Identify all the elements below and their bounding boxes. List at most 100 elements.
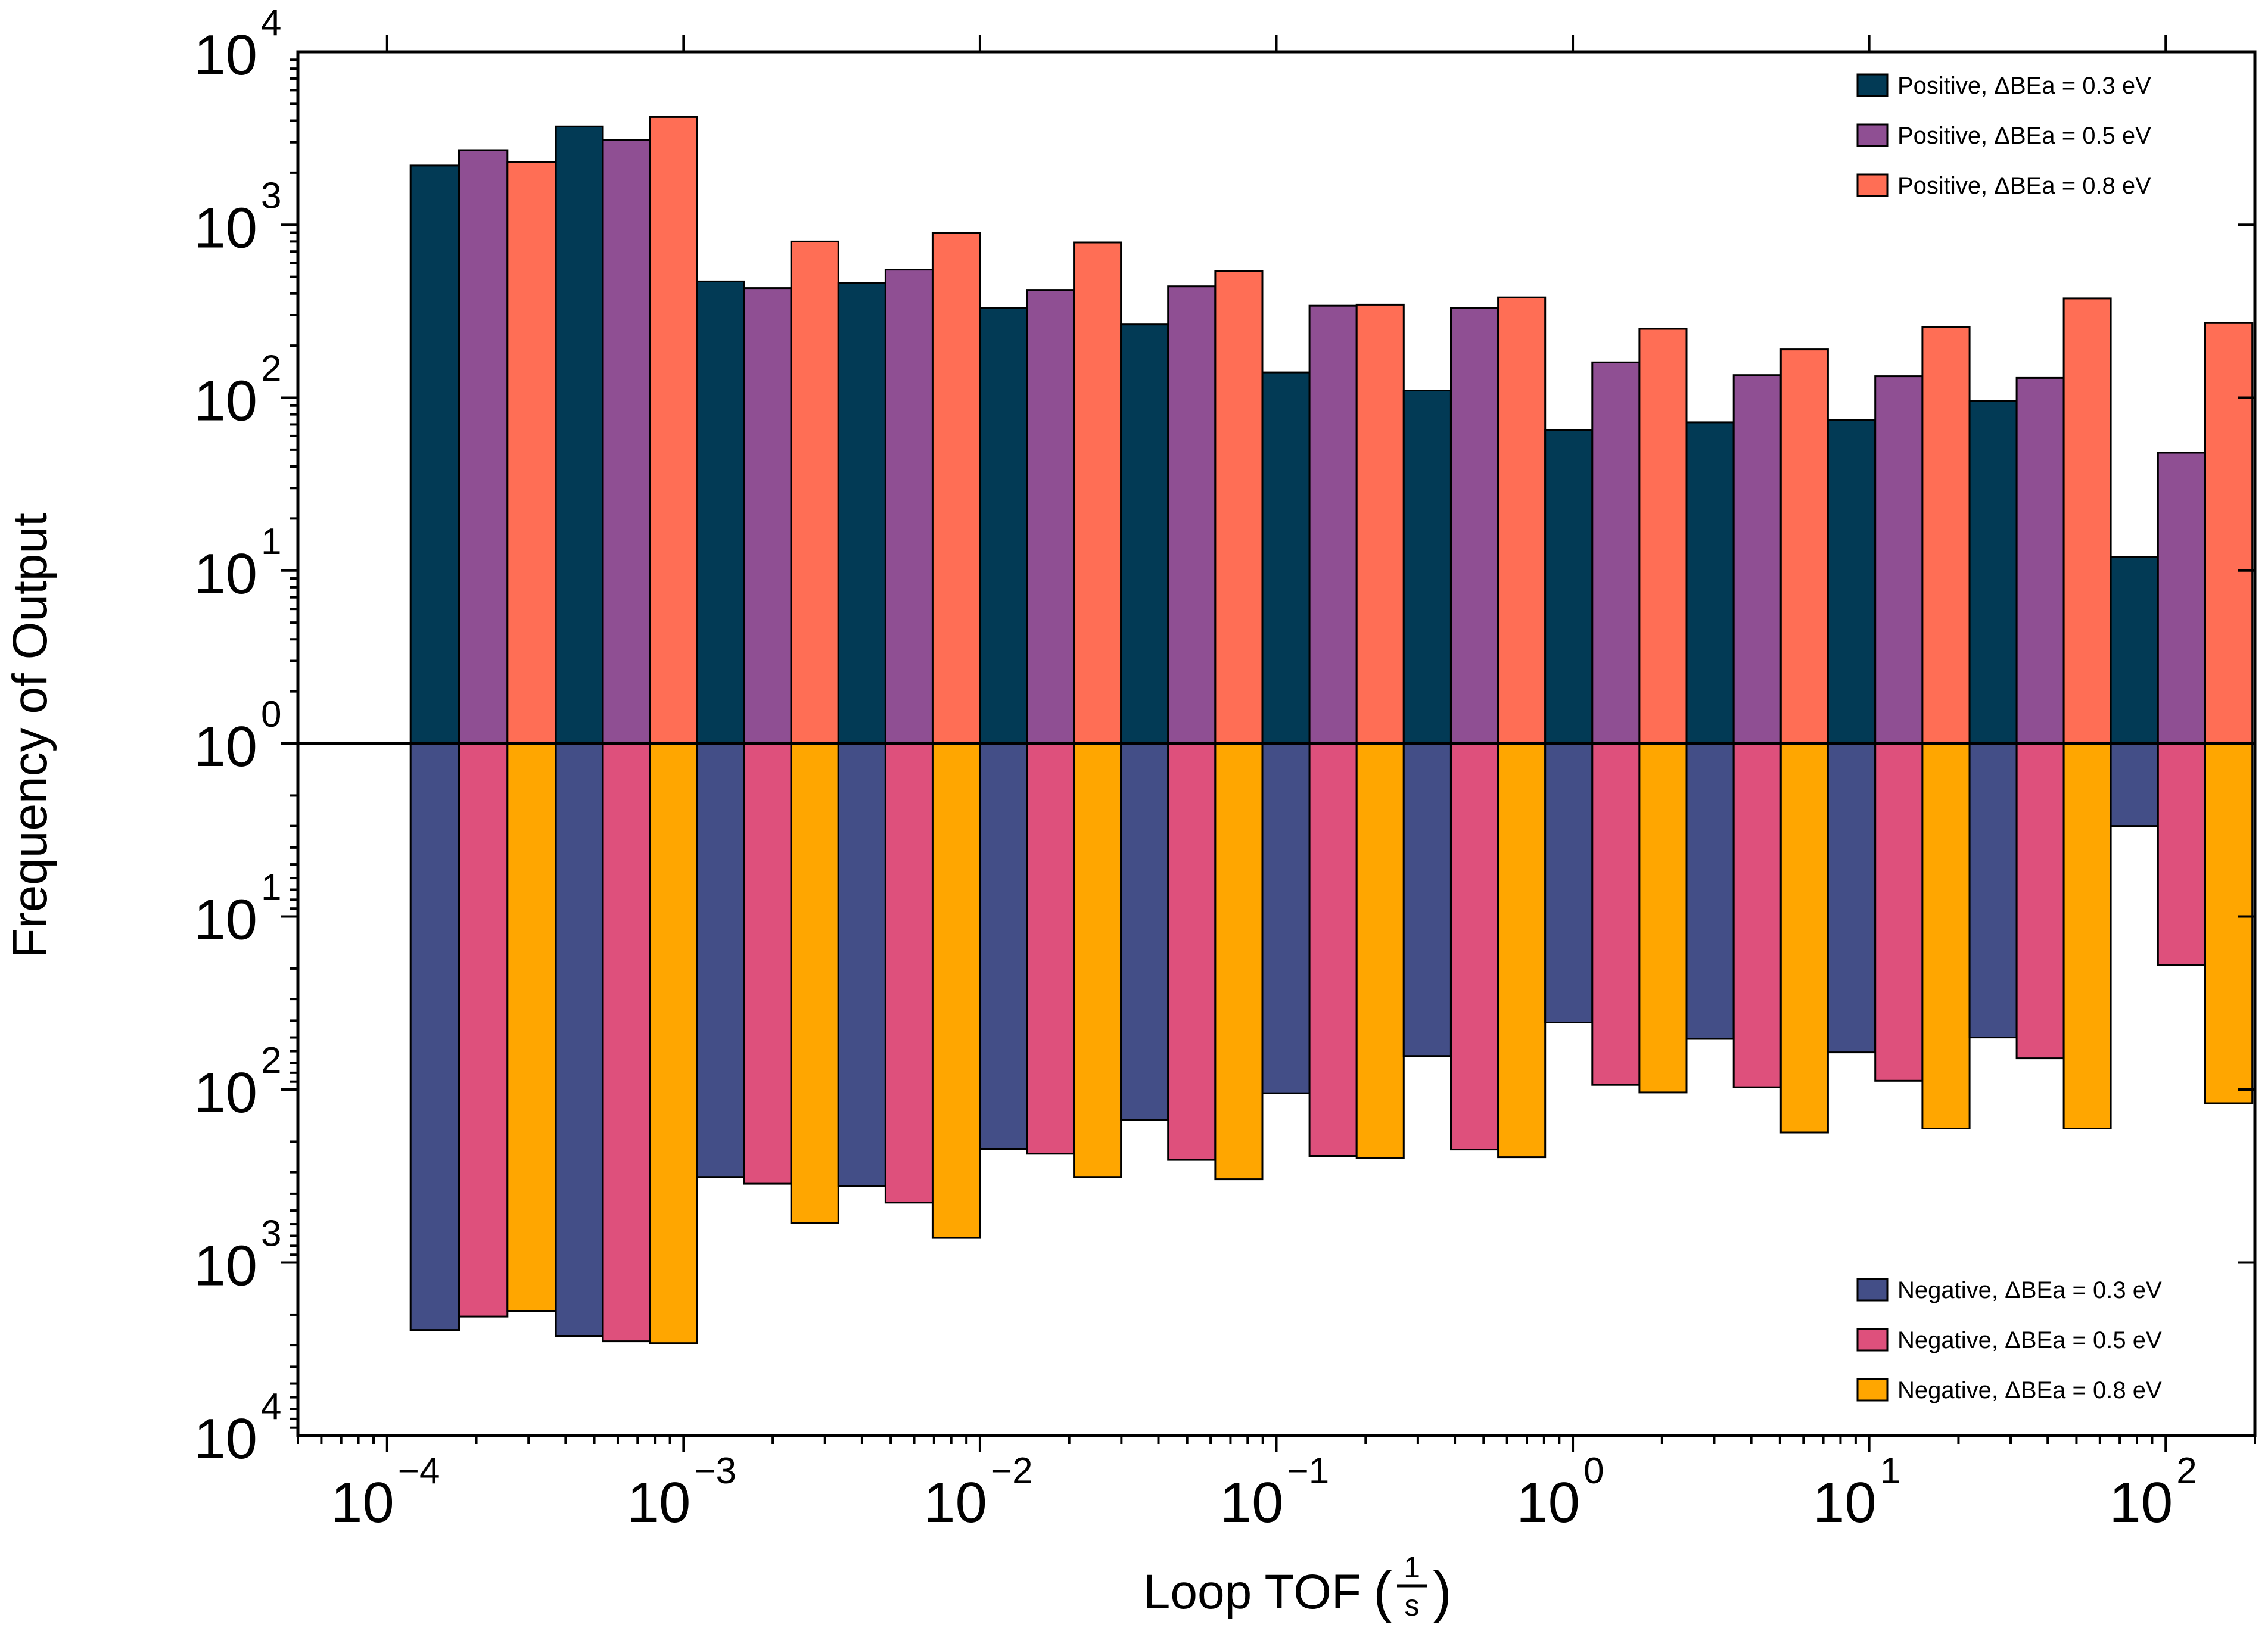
bar [1355,742,1405,1159]
bar [649,116,698,745]
bar [931,742,981,1239]
bar [458,742,509,1318]
legend-swatch [1856,1328,1889,1352]
legend-label: Negative, ΔBEa = 0.8 eV [1897,1377,2162,1403]
y-tick-label: 10 [194,542,257,606]
bar [1497,742,1547,1159]
bar [1214,270,1264,745]
bars [409,116,2254,1344]
bar [649,742,698,1344]
legend-swatch [1856,73,1889,97]
bar [1073,742,1122,1178]
x-axis-label-text: Loop TOF [1143,1565,1361,1619]
x-tick-exponent: −2 [991,1451,1033,1492]
bar [1921,742,1971,1129]
bar [1308,742,1358,1157]
x-tick-exponent: −4 [398,1451,440,1492]
bar [884,742,934,1204]
bar [1402,390,1452,745]
x-axis-unit-denominator: s [1405,1589,1420,1622]
x-axis-unit-numerator: 1 [1404,1551,1420,1584]
bar [884,269,934,745]
y-tick-label: 10 [194,196,257,260]
bar [1355,303,1405,745]
bar [1450,742,1499,1151]
bar [696,280,745,745]
bar [602,742,651,1343]
y-tick-exponent: 2 [261,348,281,390]
x-axis-unit-close-paren: ) [1433,1560,1452,1624]
bar [2015,376,2065,745]
x-tick-label: 10 [331,1471,394,1535]
bar [1120,742,1169,1121]
bar [743,742,792,1185]
y-tick-exponent: 1 [261,867,281,908]
x-tick-exponent: 0 [1583,1451,1604,1492]
legend-label: Negative, ΔBEa = 0.5 eV [1897,1327,2162,1353]
bar [2110,556,2159,745]
x-tick-label: 10 [1516,1471,1580,1535]
bar [1167,285,1217,745]
axis-labels: Frequency of Output Loop TOF ( 1 s ) [3,513,1452,1624]
bar [2015,742,2065,1060]
bar [2110,742,2159,827]
bar [790,742,839,1224]
legend-label: Positive, ΔBEa = 0.3 eV [1897,73,2151,99]
bar [979,742,1028,1150]
bar [931,232,981,745]
bar [1073,241,1122,745]
bar [1450,307,1499,745]
y-tick-exponent: 1 [261,521,281,562]
y-tick-exponent: 4 [261,2,281,43]
bar [1827,742,1877,1054]
y-tick-exponent: 0 [261,694,281,735]
x-tick-label: 10 [1220,1471,1284,1535]
bar [1308,304,1358,745]
bar [979,307,1028,745]
bar [790,240,839,745]
y-tick-label: 10 [194,888,257,952]
legend-label: Negative, ΔBEa = 0.3 eV [1897,1277,2162,1303]
x-axis-label: Loop TOF [1143,1565,1361,1619]
legend-swatch [1856,1278,1889,1302]
bar [1968,742,2018,1039]
x-tick-exponent: 1 [1880,1451,1900,1492]
bar [1827,419,1877,745]
bar [1638,742,1688,1094]
bar [555,742,604,1337]
bar [1026,742,1075,1155]
x-tick-label: 10 [923,1471,987,1535]
bar [1402,742,1452,1057]
legend-label: Positive, ΔBEa = 0.5 eV [1897,123,2151,149]
bar [1732,374,1782,745]
y-tick-exponent: 3 [261,175,281,216]
x-tick-label: 10 [2109,1471,2173,1535]
bar [1544,429,1594,745]
legends: Positive, ΔBEa = 0.3 eV Positive, ΔBEa = … [1856,73,2162,1403]
bar [837,742,886,1187]
y-tick-label: 10 [194,1234,257,1298]
y-tick-label: 10 [194,23,257,87]
bar [1732,742,1782,1088]
bar [602,139,651,745]
bar [1685,742,1735,1040]
y-axis-label: Frequency of Output [3,513,57,958]
y-tick-exponent: 4 [261,1386,281,1427]
bar [1921,326,1971,745]
legend-swatch [1856,173,1889,197]
y-tick-label: 10 [194,1407,257,1471]
bar [2157,742,2207,966]
x-tick-label: 10 [1813,1471,1877,1535]
bar [1779,348,1829,745]
x-tick-exponent: −1 [1287,1451,1330,1492]
bar [2204,742,2254,1104]
bar [743,287,792,745]
bar [1261,371,1311,745]
bar [1026,289,1075,745]
bar [837,282,886,745]
x-tick-exponent: −3 [694,1451,736,1492]
x-tick-label: 10 [627,1471,691,1535]
y-tick-exponent: 2 [261,1040,281,1081]
bar [555,125,604,745]
